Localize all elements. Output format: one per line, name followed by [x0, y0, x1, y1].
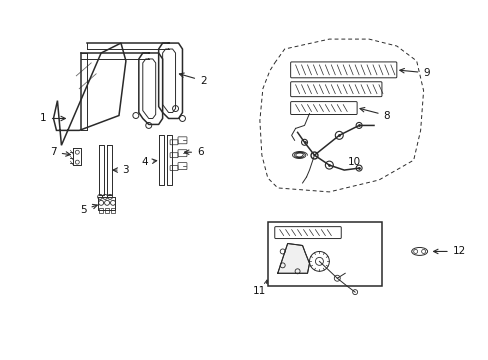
Text: 6: 6 — [184, 147, 203, 157]
Text: 10: 10 — [347, 157, 360, 167]
Text: 12: 12 — [433, 247, 465, 256]
Text: 3: 3 — [113, 165, 129, 175]
Text: 13: 13 — [344, 256, 365, 280]
Polygon shape — [277, 243, 309, 273]
FancyBboxPatch shape — [267, 222, 381, 286]
Text: 11: 11 — [252, 286, 265, 296]
Text: 8: 8 — [359, 108, 389, 121]
Text: 9: 9 — [399, 68, 429, 78]
Text: 5: 5 — [80, 204, 97, 215]
Text: 4: 4 — [141, 157, 156, 167]
Text: 7: 7 — [50, 147, 70, 157]
Text: 1: 1 — [40, 113, 65, 123]
Text: 2: 2 — [179, 73, 206, 86]
